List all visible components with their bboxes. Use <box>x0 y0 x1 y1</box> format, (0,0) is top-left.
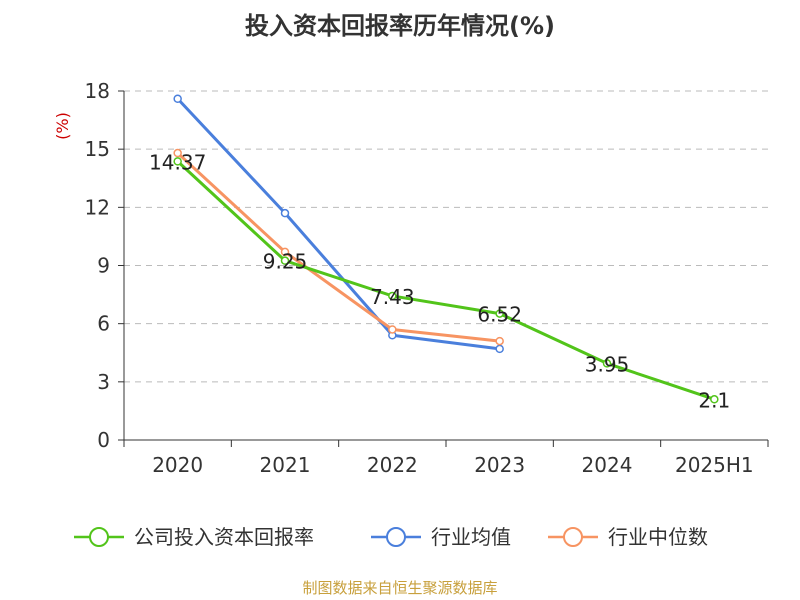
data-label: 7.43 <box>370 285 415 309</box>
data-point <box>280 256 290 265</box>
data-point <box>495 309 504 318</box>
x-tick-label: 2023 <box>474 453 525 477</box>
x-tick-label: 2025H1 <box>675 453 754 477</box>
x-tick-label: 2022 <box>367 453 418 477</box>
legend-swatch-marker <box>89 527 109 547</box>
series-line <box>176 151 500 343</box>
y-tick-label: 0 <box>97 428 110 452</box>
legend-label: 公司投入资本回报率 <box>134 525 314 549</box>
series-line <box>176 160 715 401</box>
data-point <box>173 157 182 166</box>
source-note: 制图数据来自恒生聚源数据库 <box>302 579 497 597</box>
y-tick-label: 9 <box>97 254 110 278</box>
data-point <box>173 148 182 158</box>
data-point <box>710 395 719 404</box>
data-label: 6.52 <box>477 303 522 327</box>
legend-swatch-marker <box>563 527 583 547</box>
x-tick-label: 2024 <box>582 453 633 477</box>
legend-label: 行业中位数 <box>608 525 708 549</box>
y-tick-label: 15 <box>85 137 110 161</box>
grid-lines <box>124 90 768 383</box>
series-1 <box>173 94 504 354</box>
legend-item: 行业均值 <box>371 525 511 549</box>
data-point <box>388 291 397 301</box>
data-point <box>173 94 182 104</box>
legend-item: 公司投入资本回报率 <box>74 525 314 549</box>
data-label: 2.1 <box>698 388 730 412</box>
series-layer <box>173 94 719 404</box>
axes: 0 3 6 9 12 15 18 2020 2021 2022 2023 2024 2025H1 <box>85 79 769 477</box>
data-labels: 14.37 9.25 7.43 6.52 3.95 2.1 <box>149 150 730 412</box>
chart-title: 投入资本回报率历年情况(%) <box>245 12 555 40</box>
legend-item: 行业中位数 <box>548 525 708 549</box>
data-point <box>495 344 504 354</box>
y-tick-label: 6 <box>97 312 110 336</box>
data-point <box>280 247 290 257</box>
data-point <box>495 336 504 346</box>
legend-swatch-marker <box>386 527 406 547</box>
series-line <box>176 97 500 351</box>
y-axis-label: (%) <box>53 112 72 140</box>
data-label: 3.95 <box>585 352 630 376</box>
legend: 公司投入资本回报率 行业均值 行业中位数 <box>74 525 708 549</box>
data-label: 9.25 <box>263 250 308 274</box>
x-tick-label: 2021 <box>260 453 311 477</box>
y-tick-label: 18 <box>85 79 110 103</box>
data-label: 14.37 <box>149 150 206 174</box>
legend-label: 行业均值 <box>431 525 511 549</box>
y-tick-label: 3 <box>97 370 110 394</box>
series-0 <box>173 157 719 404</box>
y-tick-label: 12 <box>85 195 110 219</box>
series-2 <box>173 148 504 346</box>
x-tick-label: 2020 <box>152 453 203 477</box>
data-point <box>280 208 290 218</box>
data-point <box>388 325 397 334</box>
data-point <box>602 359 612 368</box>
